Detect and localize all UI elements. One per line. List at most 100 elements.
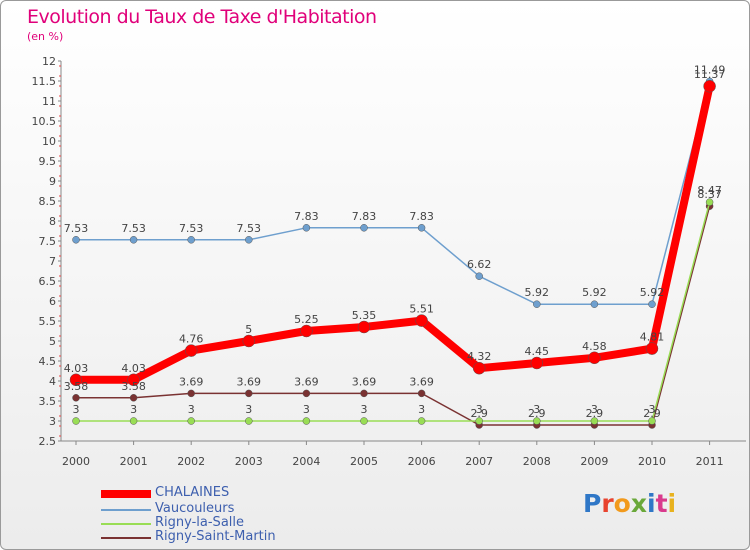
x-tick-label: 2010: [638, 455, 666, 468]
data-label-chalaines: 4.76: [179, 333, 204, 346]
data-point-vaucouleurs: [533, 300, 541, 308]
data-point-chalaines: [415, 314, 428, 327]
x-tick-label: 2009: [580, 455, 608, 468]
y-tick-label: 2.5: [39, 435, 57, 448]
x-tick-label: 2011: [696, 455, 724, 468]
y-tick-label: 9: [49, 175, 56, 188]
data-point-vaucouleurs: [129, 236, 138, 244]
y-tick-label: 10: [42, 135, 56, 148]
data-label-rigny-la-salle: 3: [303, 403, 310, 416]
data-point-rigny-saint-martin: [302, 389, 311, 398]
data-label-rigny-la-salle: 3: [591, 403, 598, 416]
data-label-vaucouleurs: 7.53: [64, 222, 89, 235]
data-point-rigny-la-salle: [590, 417, 599, 425]
data-point-rigny-la-salle: [417, 417, 426, 425]
chart-subtitle: (en %): [27, 30, 64, 43]
data-point-chalaines: [300, 324, 313, 338]
y-tick-label: 11.5: [32, 75, 57, 88]
data-label-vaucouleurs: 7.53: [121, 222, 146, 235]
y-tick-label: 8.5: [39, 195, 57, 208]
x-tick-label: 2000: [62, 455, 90, 468]
data-point-vaucouleurs: [648, 300, 656, 308]
x-tick-label: 2008: [523, 455, 551, 468]
data-label-chalaines: 5.35: [352, 309, 377, 322]
data-label-chalaines: 11.37: [694, 68, 726, 81]
y-tick-label: 12: [42, 55, 56, 68]
data-point-chalaines: [242, 334, 256, 348]
data-label-rigny-saint-martin: 2.9: [470, 407, 488, 420]
data-label-rigny-saint-martin: 2.9: [528, 407, 546, 420]
data-point-chalaines: [472, 361, 486, 375]
legend-label-vaucouleurs: Vaucouleurs: [155, 501, 235, 516]
data-label-rigny-saint-martin: 3.69: [352, 375, 377, 388]
y-tick-label: 11: [42, 95, 56, 108]
data-label-chalaines: 4.03: [64, 362, 89, 375]
logo-letter: P: [583, 489, 602, 518]
logo-letter: i: [647, 489, 656, 518]
x-tick-label: 2006: [408, 455, 436, 468]
data-label-vaucouleurs: 6.62: [467, 258, 492, 271]
data-label-rigny-saint-martin: 3.69: [409, 375, 434, 388]
legend-swatch-vaucouleurs: [101, 509, 151, 511]
data-label-rigny-saint-martin: 2.9: [643, 407, 661, 420]
data-point-vaucouleurs: [475, 272, 483, 280]
y-tick-label: 4.5: [39, 355, 57, 368]
data-label-rigny-saint-martin: 3.69: [294, 375, 319, 388]
data-point-chalaines: [69, 373, 83, 387]
y-tick-label: 3: [49, 415, 56, 428]
logo-letter: t: [655, 489, 668, 518]
legend-label-rigny-la-salle: Rigny-la-Salle: [155, 515, 245, 530]
data-point-rigny-la-salle: [648, 417, 656, 425]
data-label-chalaines: 4.58: [582, 340, 607, 353]
data-label-chalaines: 4.32: [467, 350, 492, 363]
data-point-vaucouleurs: [187, 236, 195, 244]
x-tick-label: 2002: [177, 455, 205, 468]
logo-letter: i: [667, 489, 677, 518]
data-point-rigny-saint-martin: [187, 389, 195, 398]
y-tick-label: 6.5: [39, 275, 57, 288]
y-tick-label: 8: [49, 215, 56, 228]
data-label-vaucouleurs: 7.53: [179, 222, 204, 235]
data-label-chalaines: 5: [245, 323, 252, 336]
data-label-vaucouleurs: 5.92: [582, 286, 607, 299]
data-point-chalaines: [645, 342, 659, 355]
data-point-vaucouleurs: [245, 236, 253, 244]
legend-label-chalaines: CHALAINES: [155, 485, 230, 500]
y-tick-label: 6: [49, 295, 56, 308]
data-point-chalaines: [530, 356, 544, 370]
data-label-vaucouleurs: 7.83: [409, 210, 434, 223]
series-line-rigny-la-salle: [76, 202, 711, 422]
data-label-chalaines: 4.45: [525, 345, 550, 358]
y-tick-label: 3.5: [39, 395, 57, 408]
data-point-rigny-la-salle: [129, 417, 138, 425]
y-tick-label: 10.5: [32, 115, 57, 128]
proxiti-logo: Proxiti: [583, 489, 676, 518]
data-point-rigny-saint-martin: [245, 389, 253, 398]
data-point-chalaines: [184, 344, 198, 357]
data-point-rigny-saint-martin: [129, 394, 138, 402]
data-label-rigny-la-salle: 3: [649, 403, 656, 416]
data-label-vaucouleurs: 7.53: [237, 222, 262, 235]
data-label-rigny-la-salle: 3: [361, 403, 368, 416]
data-label-chalaines: 5.51: [409, 303, 434, 316]
data-label-rigny-la-salle: 3: [533, 403, 540, 416]
y-tick-label: 4: [49, 375, 56, 388]
x-tick-label: 2001: [120, 455, 148, 468]
data-point-vaucouleurs: [590, 300, 599, 308]
data-point-chalaines: [703, 79, 716, 93]
data-point-rigny-la-salle: [245, 417, 253, 425]
data-point-rigny-la-salle: [533, 417, 541, 425]
data-label-vaucouleurs: 5.92: [640, 286, 665, 299]
data-label-rigny-la-salle: 3: [188, 403, 195, 416]
data-point-vaucouleurs: [302, 224, 311, 232]
data-point-rigny-saint-martin: [417, 389, 426, 398]
data-point-rigny-la-salle: [302, 417, 311, 425]
data-point-rigny-la-salle: [72, 417, 80, 425]
y-tick-label: 7.5: [39, 235, 57, 248]
data-label-rigny-la-salle: 3: [130, 403, 137, 416]
data-point-rigny-la-salle: [705, 198, 714, 206]
y-tick-label: 5: [49, 335, 56, 348]
chart-title: Evolution du Taux de Taxe d'Habitation: [27, 6, 377, 28]
